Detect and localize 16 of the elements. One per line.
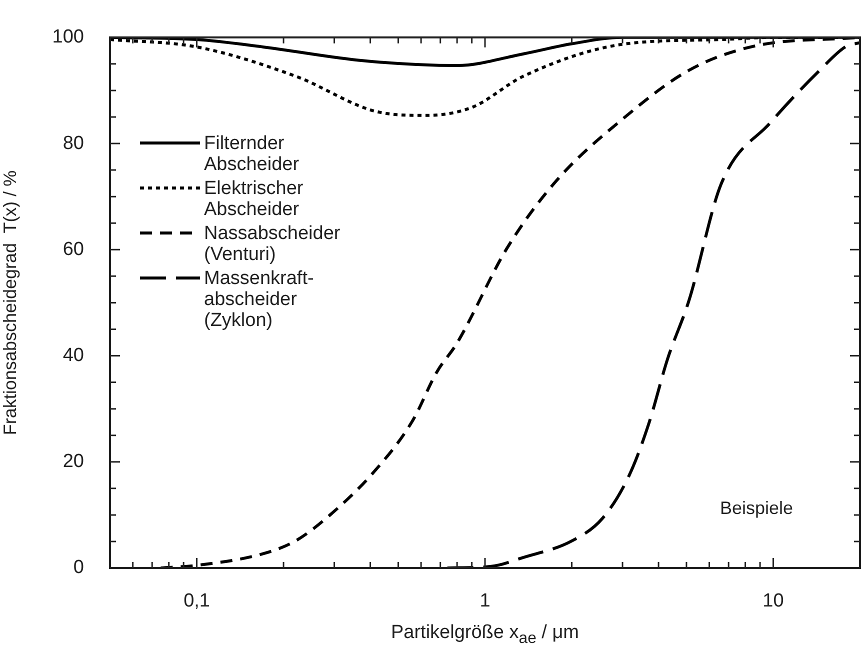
x-tick-label: 1 [480,590,490,612]
y-tick-label: 80 [62,132,84,154]
y-tick-label: 100 [52,26,84,48]
annotation: Beispiele [720,498,794,519]
legend-label: Elektrischer Abscheider [204,178,304,220]
y-tick-label: 40 [62,344,84,366]
y-tick-label: 60 [62,238,84,260]
x-tick-label: 0,1 [184,590,210,612]
y-tick-label: 0 [73,557,84,578]
x-axis-title: Partikelgröße x$_{ae}$ / μm [390,622,580,648]
y-axis-title: Fraktionsabscheidegrad T(x) / % [0,170,20,436]
legend-label: Filternder Abscheider [204,133,300,176]
legend-label: Nassabscheider (Venturi) [204,223,342,266]
legend-label: Massenkraft-abscheider (Zyklon) [204,268,315,332]
y-tick-label: 20 [62,451,84,472]
x-tick-label: 10 [762,590,784,612]
